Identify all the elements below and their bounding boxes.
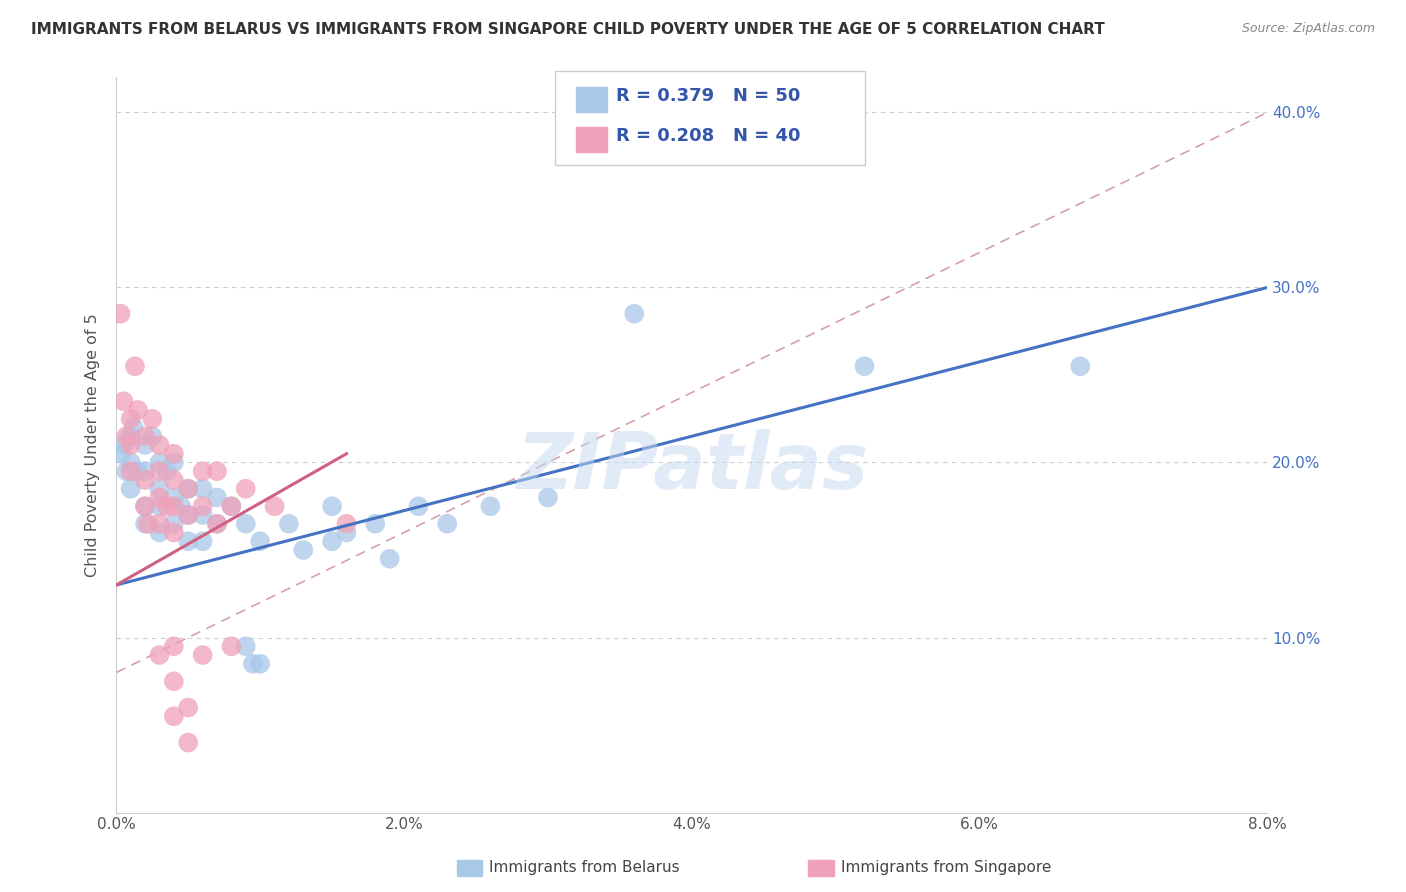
Point [120, 455, 142, 469]
Point [163, 516, 186, 531]
Point [156, 500, 179, 514]
Point [537, 491, 560, 505]
Point [112, 394, 135, 409]
Point [249, 657, 271, 671]
Point [163, 447, 186, 461]
Point [235, 640, 257, 654]
Point [134, 516, 156, 531]
Point [148, 438, 170, 452]
Point [191, 508, 214, 522]
Point [127, 403, 149, 417]
Point [249, 534, 271, 549]
Point [335, 525, 357, 540]
Point [112, 438, 135, 452]
Point [242, 657, 264, 671]
Point [141, 429, 163, 443]
Point [115, 464, 138, 478]
Point [134, 464, 156, 478]
Point [120, 482, 142, 496]
Point [221, 500, 243, 514]
Point [292, 543, 315, 558]
Point [148, 491, 170, 505]
Text: ZIPatlas: ZIPatlas [516, 429, 868, 505]
Point [479, 500, 502, 514]
Point [148, 482, 170, 496]
Text: Immigrants from Belarus: Immigrants from Belarus [489, 860, 681, 874]
Point [127, 464, 149, 478]
Point [148, 516, 170, 531]
Point [115, 429, 138, 443]
Point [148, 455, 170, 469]
Point [134, 429, 156, 443]
Text: Source: ZipAtlas.com: Source: ZipAtlas.com [1241, 22, 1375, 36]
Point [205, 491, 228, 505]
Point [148, 500, 170, 514]
Point [163, 491, 186, 505]
Point [156, 464, 179, 478]
Point [134, 500, 156, 514]
Point [120, 429, 142, 443]
Point [120, 438, 142, 452]
Point [177, 482, 200, 496]
Point [335, 516, 357, 531]
Point [623, 307, 645, 321]
Point [163, 674, 186, 689]
Point [191, 464, 214, 478]
Point [148, 464, 170, 478]
Point [163, 640, 186, 654]
Point [277, 516, 299, 531]
Point [163, 500, 186, 514]
Point [378, 551, 401, 566]
Point [191, 500, 214, 514]
Point [177, 482, 200, 496]
Point [120, 411, 142, 425]
Point [191, 648, 214, 662]
Point [321, 534, 343, 549]
Point [205, 516, 228, 531]
Point [205, 464, 228, 478]
Point [235, 516, 257, 531]
Point [263, 500, 285, 514]
Point [191, 534, 214, 549]
Point [205, 516, 228, 531]
Point [221, 500, 243, 514]
Point [177, 700, 200, 714]
Point [177, 508, 200, 522]
Point [364, 516, 387, 531]
Point [124, 359, 146, 374]
Y-axis label: Child Poverty Under the Age of 5: Child Poverty Under the Age of 5 [86, 313, 100, 577]
Point [436, 516, 458, 531]
Point [408, 500, 430, 514]
Point [1069, 359, 1091, 374]
Point [141, 411, 163, 425]
Point [321, 500, 343, 514]
Point [110, 447, 132, 461]
Point [163, 709, 186, 723]
Text: R = 0.208   N = 40: R = 0.208 N = 40 [616, 127, 800, 145]
Text: R = 0.379   N = 50: R = 0.379 N = 50 [616, 87, 800, 105]
Point [177, 735, 200, 749]
Point [136, 516, 159, 531]
Point [122, 420, 145, 434]
Point [191, 482, 214, 496]
Point [170, 500, 193, 514]
Point [177, 534, 200, 549]
Point [853, 359, 876, 374]
Point [134, 438, 156, 452]
Point [235, 482, 257, 496]
Point [221, 640, 243, 654]
Point [134, 473, 156, 487]
Point [177, 508, 200, 522]
Point [163, 525, 186, 540]
Point [163, 473, 186, 487]
Text: IMMIGRANTS FROM BELARUS VS IMMIGRANTS FROM SINGAPORE CHILD POVERTY UNDER THE AGE: IMMIGRANTS FROM BELARUS VS IMMIGRANTS FR… [31, 22, 1105, 37]
Point [110, 307, 132, 321]
Point [120, 464, 142, 478]
Text: Immigrants from Singapore: Immigrants from Singapore [841, 860, 1052, 874]
Point [148, 648, 170, 662]
Point [163, 455, 186, 469]
Point [134, 500, 156, 514]
Point [148, 525, 170, 540]
